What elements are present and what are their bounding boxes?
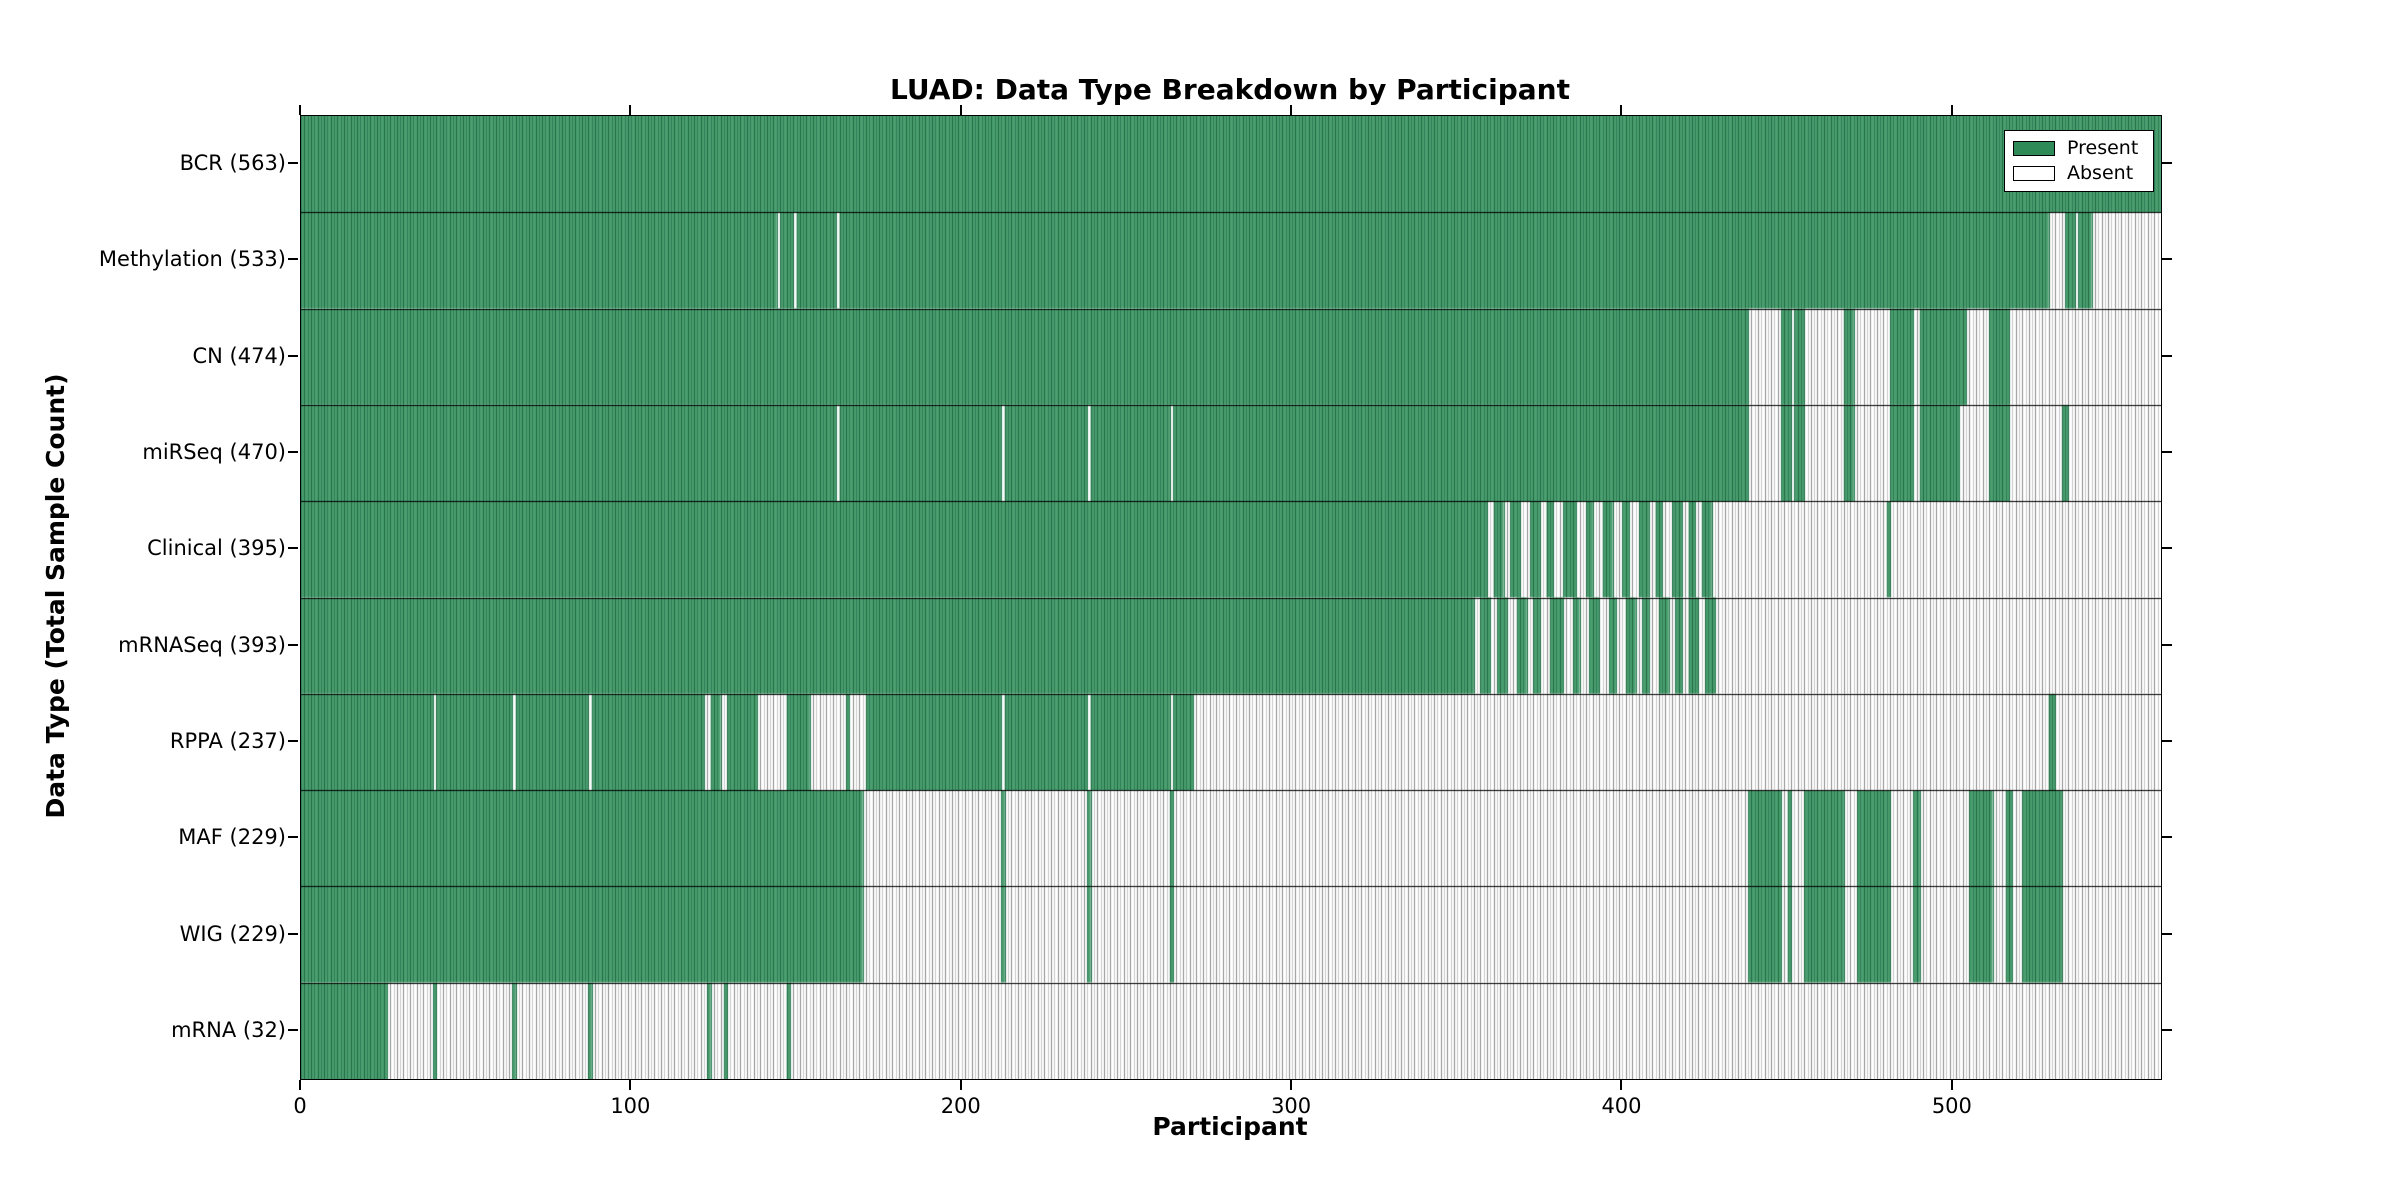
x-tick-top [299,105,301,115]
x-tick-bottom [1620,1080,1623,1090]
heatmap-canvas [301,116,2161,1079]
y-tick-right [2162,836,2172,839]
y-tick-left [288,258,298,261]
y-tick-label: miRSeq (470) [142,440,286,465]
y-tick-right [2162,739,2172,742]
y-tick-label: WIG (229) [179,921,286,946]
x-tick-top [1620,105,1623,115]
y-tick-label: mRNASeq (393) [118,632,286,657]
y-tick-left [288,451,298,454]
x-tick-bottom [1950,1080,1953,1090]
absent-swatch-icon [2013,166,2055,181]
x-tick-bottom [629,1080,632,1090]
y-tick-label: CN (474) [192,343,286,368]
y-tick-right [2162,258,2172,261]
y-tick-label: mRNA (32) [171,1017,286,1042]
x-tick-label: 400 [1601,1094,1642,1118]
x-tick-bottom [959,1080,962,1090]
x-tick-top [959,105,962,115]
x-tick-label: 0 [293,1094,307,1118]
x-tick-top [1950,105,1953,115]
y-tick-right [2162,932,2172,935]
y-tick-left [288,739,298,742]
x-axis-label: Participant [1152,1112,1308,1141]
y-tick-right [2162,547,2172,550]
legend: Present Absent [2004,130,2154,192]
y-tick-label: MAF (229) [178,825,286,850]
y-tick-right [2162,1028,2172,1031]
x-tick-label: 500 [1931,1094,1972,1118]
present-swatch-icon [2013,141,2055,156]
y-tick-label: Clinical (395) [147,536,286,561]
y-tick-label: RPPA (237) [169,728,286,753]
plot-area [300,115,2162,1080]
x-tick-label: 300 [1271,1094,1312,1118]
legend-label-present: Present [2067,137,2139,159]
y-tick-right [2162,354,2172,357]
x-tick-label: 200 [940,1094,981,1118]
y-tick-label: Methylation (533) [98,247,286,272]
y-tick-left [288,354,298,357]
y-tick-right [2162,451,2172,454]
y-tick-left [288,547,298,550]
legend-entry-absent: Absent [2013,161,2153,186]
y-tick-right [2162,162,2172,165]
y-tick-left [288,836,298,839]
x-tick-bottom [1290,1080,1293,1090]
y-tick-label: BCR (563) [179,151,286,176]
y-tick-right [2162,643,2172,646]
y-tick-left [288,643,298,646]
y-tick-left [288,932,298,935]
legend-entry-present: Present [2013,136,2153,161]
y-axis-label: Data Type (Total Sample Count) [41,373,70,819]
legend-label-absent: Absent [2067,162,2134,184]
x-tick-bottom [299,1080,301,1090]
x-tick-top [1290,105,1293,115]
y-tick-left [288,162,298,165]
x-tick-label: 100 [610,1094,651,1118]
x-tick-top [629,105,632,115]
chart-title: LUAD: Data Type Breakdown by Participant [890,73,1570,106]
y-tick-left [288,1028,298,1031]
